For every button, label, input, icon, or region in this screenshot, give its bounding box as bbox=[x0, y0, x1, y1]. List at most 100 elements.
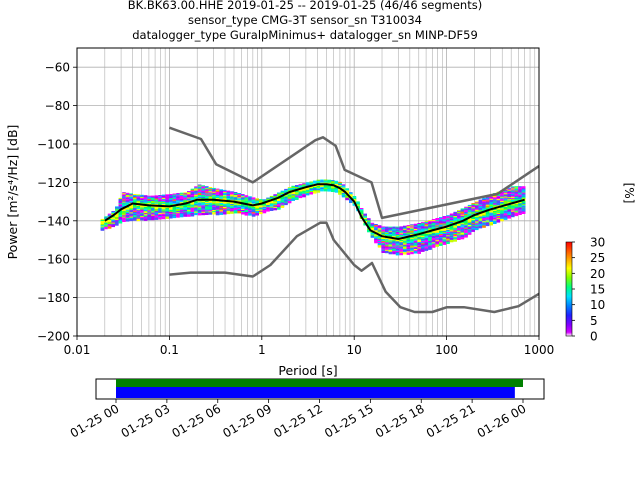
histogram-cell bbox=[233, 211, 238, 214]
timeline-tick-label: 01-25 09 bbox=[220, 401, 274, 440]
histogram-cell bbox=[291, 198, 295, 201]
colorbar-tick-label: 0 bbox=[590, 330, 598, 344]
histogram-cell bbox=[172, 215, 177, 219]
y-axis-ticks: −60 −80 −100 −120 −140 −160 −180 −200 bbox=[37, 61, 77, 344]
chart-title-line1: BK.BK63.00.HHE 2019-01-25 -- 2019-01-25 … bbox=[128, 0, 482, 12]
x-tick-label: 1000 bbox=[524, 343, 555, 357]
histogram-cell bbox=[259, 211, 263, 215]
histogram-cell bbox=[478, 226, 483, 229]
y-axis-label: Power [m²/s⁴/Hz] [dB] bbox=[5, 125, 20, 260]
histogram-cell bbox=[467, 232, 472, 235]
histogram-cell bbox=[169, 216, 173, 219]
x-tick-label: 100 bbox=[435, 343, 458, 357]
histogram-cell bbox=[511, 214, 515, 218]
histogram-cell bbox=[230, 211, 234, 214]
y-tick-label: −160 bbox=[37, 253, 70, 267]
mean-curve bbox=[104, 183, 525, 240]
timeline-tick-label: 01-25 06 bbox=[170, 401, 224, 440]
histogram-cell bbox=[377, 245, 382, 248]
histogram-cell bbox=[302, 194, 306, 198]
histogram-cell bbox=[482, 225, 486, 228]
histogram-cell bbox=[269, 208, 274, 211]
histogram-cell bbox=[223, 212, 227, 215]
histogram-cell bbox=[154, 217, 159, 220]
histogram-cell bbox=[417, 251, 421, 254]
histogram-cell bbox=[262, 210, 267, 214]
histogram-cell bbox=[277, 207, 281, 210]
timeline-tick-label: 01-26 00 bbox=[475, 401, 529, 440]
histogram-cell bbox=[136, 218, 141, 222]
histogram-cell bbox=[345, 197, 349, 201]
histogram-cell bbox=[464, 235, 468, 238]
histogram-cell bbox=[431, 245, 436, 248]
colorbar bbox=[565, 241, 573, 337]
x-tick-label: 0.01 bbox=[64, 343, 91, 357]
histogram-cell bbox=[381, 250, 385, 253]
histogram-cell bbox=[421, 249, 425, 252]
histogram-cell bbox=[493, 221, 497, 224]
histogram-cell bbox=[179, 214, 184, 218]
histogram-cell bbox=[176, 215, 180, 218]
histogram-cell bbox=[143, 218, 148, 221]
colorbar-tick-label: 10 bbox=[590, 298, 605, 312]
histogram-cell bbox=[298, 195, 303, 199]
histogram-cell bbox=[219, 212, 223, 215]
histogram-cell bbox=[309, 192, 313, 195]
colorbar-tick-label: 20 bbox=[590, 267, 605, 281]
histogram-cell bbox=[507, 216, 511, 219]
histogram-cell bbox=[107, 226, 112, 229]
histogram-cell bbox=[457, 237, 461, 240]
histogram-cell bbox=[500, 218, 504, 222]
histogram-cell bbox=[129, 218, 133, 222]
histogram-cell bbox=[212, 212, 216, 215]
histogram-cell bbox=[111, 224, 115, 228]
chart-title-line2: sensor_type CMG-3T sensor_sn T310034 bbox=[188, 13, 422, 27]
histogram-cell bbox=[241, 212, 245, 215]
histogram-cell bbox=[475, 227, 479, 231]
histogram-cell bbox=[320, 189, 324, 192]
timeline-tick-label: 01-25 21 bbox=[424, 401, 478, 440]
histogram-cell bbox=[399, 252, 403, 256]
histogram-cell bbox=[439, 243, 443, 246]
histogram-cell bbox=[446, 241, 450, 244]
y-tick-label: −180 bbox=[37, 291, 70, 305]
histogram-cell bbox=[251, 214, 256, 217]
timeline-tick-label: 01-25 15 bbox=[322, 401, 376, 440]
histogram-cell bbox=[183, 214, 187, 217]
histogram-cell bbox=[453, 239, 457, 242]
histogram-cell bbox=[460, 236, 465, 240]
plot-frame bbox=[76, 47, 540, 337]
histogram-cell bbox=[316, 190, 321, 193]
histogram-cell bbox=[374, 240, 378, 244]
histogram-cell bbox=[334, 190, 339, 193]
histogram-cell bbox=[133, 218, 137, 221]
histogram-cell bbox=[118, 221, 123, 224]
histogram-cell bbox=[449, 239, 454, 243]
histogram-cell bbox=[255, 213, 259, 216]
timeline-tick-label: 01-25 03 bbox=[119, 401, 173, 440]
histogram-cell bbox=[388, 251, 393, 255]
timeline-tick-label: 01-25 18 bbox=[373, 401, 427, 440]
x-tick-label: 1 bbox=[258, 343, 266, 357]
histogram-cell bbox=[248, 213, 252, 216]
histogram-cell bbox=[197, 213, 202, 216]
histogram-cell bbox=[273, 207, 277, 211]
x-axis-ticks: 0.01 0.1 1 10 100 1000 bbox=[64, 336, 555, 357]
colorbar-tick-label: 30 bbox=[590, 236, 605, 250]
histogram-cell bbox=[496, 220, 501, 223]
histogram-cell bbox=[349, 200, 353, 203]
histogram-cell bbox=[280, 205, 285, 208]
y-tick-label: −60 bbox=[45, 61, 70, 75]
histogram-cell bbox=[370, 235, 375, 238]
histogram-cell bbox=[518, 212, 522, 215]
histogram-cell bbox=[367, 229, 371, 233]
y-tick-label: −100 bbox=[37, 138, 70, 152]
histogram-cell bbox=[151, 217, 155, 221]
histogram-cell bbox=[147, 217, 151, 221]
histogram-cell bbox=[341, 195, 346, 198]
histogram-cell bbox=[284, 202, 288, 206]
x-axis-label: Period [s] bbox=[278, 363, 337, 378]
data-coverage-bar bbox=[116, 379, 523, 387]
